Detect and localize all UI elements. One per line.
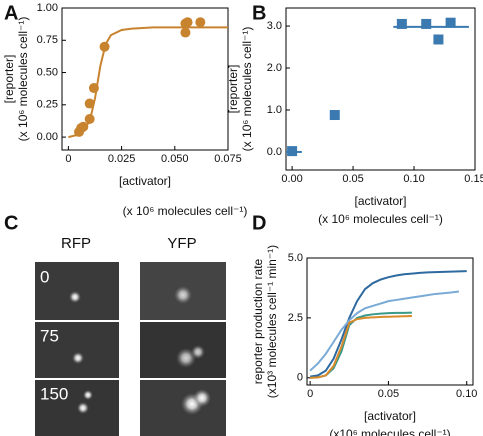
y-axis-label: reporter production rate: [251, 258, 265, 384]
plot-frame: [285, 7, 476, 171]
y-tick-label: 0: [297, 372, 303, 384]
y-tick-label: 2.5: [288, 312, 303, 324]
x-axis-label: [activator]: [354, 194, 406, 208]
x-tick-label: 0.050: [161, 153, 189, 165]
y-tick-label: 5.0: [288, 252, 303, 264]
y-tick-label: 0.75: [37, 34, 58, 46]
y-axis-label: [reporter]: [226, 65, 240, 114]
data-point: [421, 18, 432, 29]
channel-label: YFP: [167, 235, 196, 252]
y-tick-label: 0.0: [267, 146, 282, 158]
series-line: [309, 290, 460, 372]
time-label: 0: [40, 267, 49, 286]
data-point: [182, 17, 193, 28]
series-line: [310, 314, 412, 379]
x-tick-label: 0.05: [342, 173, 363, 185]
micrographs: [35, 262, 226, 436]
x-axis-units: (x 10⁶ molecules cell⁻¹): [123, 204, 248, 218]
panel-label: C: [4, 212, 18, 234]
data-point: [84, 98, 95, 109]
x-axis-units: (x10⁶ molecules cell⁻¹): [329, 427, 450, 436]
series-line: [309, 270, 467, 378]
panel-label: A: [4, 2, 18, 24]
data-point: [195, 17, 206, 28]
y-tick-label: 3.0: [267, 20, 282, 32]
series-line: [310, 311, 412, 379]
plot-frame: [61, 7, 229, 151]
data-point: [329, 110, 340, 121]
plot-frame: [306, 257, 474, 386]
y-tick-label: 1.0: [267, 104, 282, 116]
data-point: [84, 114, 95, 125]
y-tick-label: 2.0: [267, 62, 282, 74]
y-tick-label: 0.50: [37, 66, 58, 78]
y-axis-units: (x10³ molecules cell⁻¹ min⁻¹): [265, 245, 279, 398]
x-tick-label: 0.10: [403, 173, 424, 185]
data-point: [287, 146, 298, 157]
data-point: [180, 27, 191, 38]
data-point: [78, 121, 89, 132]
x-tick-label: 0.15: [464, 173, 483, 185]
x-tick-label: 0.00: [281, 173, 302, 185]
x-tick-label: 0: [307, 388, 313, 400]
time-label: 150: [40, 384, 68, 403]
x-tick-label: 0.075: [214, 153, 242, 165]
channel-label: RFP: [61, 235, 91, 252]
data-point: [396, 18, 407, 29]
data-point: [88, 83, 99, 94]
y-axis-label: [reporter]: [2, 55, 16, 104]
y-tick-label: 1.00: [37, 2, 58, 14]
data-point: [433, 34, 444, 45]
data-point: [99, 41, 110, 52]
data-point: [445, 17, 456, 28]
x-tick-label: 0.05: [378, 388, 399, 400]
x-axis-label: [activator]: [119, 174, 171, 188]
x-tick-label: 0: [65, 153, 71, 165]
y-tick-label: 0.00: [37, 131, 58, 143]
y-axis-units: (x 10⁶ molecules cell⁻¹): [240, 27, 254, 152]
x-tick-label: 0.10: [456, 388, 477, 400]
panel-label: B: [252, 2, 266, 24]
panel-label: D: [252, 212, 266, 234]
x-axis-label: [activator]: [364, 409, 416, 423]
x-tick-label: 0.025: [108, 153, 136, 165]
time-label: 75: [40, 326, 59, 345]
y-tick-label: 0.25: [37, 99, 58, 111]
y-axis-units: (x 10⁶ molecules cell⁻¹): [16, 17, 30, 142]
x-axis-units: (x 10⁶ molecules cell⁻¹): [318, 212, 443, 226]
